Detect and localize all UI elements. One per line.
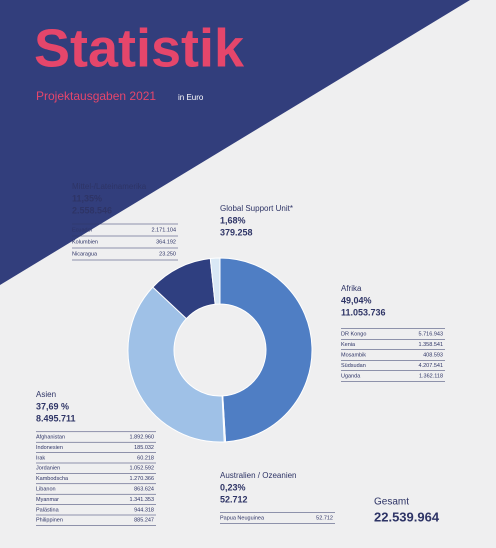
country-amount: 863.624 xyxy=(134,486,154,492)
country-amount: 885.247 xyxy=(134,518,154,524)
region-amount: 8.495.711 xyxy=(36,413,76,423)
country-amount: 1.892.960 xyxy=(130,434,154,440)
region-amount: 379.258 xyxy=(220,227,253,237)
country-name: Papua Neuguinea xyxy=(220,515,265,521)
region-percent: 37,69 % xyxy=(36,401,69,411)
total-value: 22.539.964 xyxy=(374,509,440,524)
country-name: Südsudan xyxy=(341,363,366,369)
country-name: Uganda xyxy=(341,373,361,379)
unit: in Euro xyxy=(178,93,204,102)
total-title: Gesamt xyxy=(374,497,409,508)
region-percent: 1,68% xyxy=(220,215,246,225)
region-name: Asien xyxy=(36,390,56,399)
header-background xyxy=(0,0,470,285)
country-amount: 1.362.118 xyxy=(419,373,443,379)
region-name: Afrika xyxy=(341,284,362,293)
region-amount: 52.712 xyxy=(220,494,248,504)
country-amount: 60.218 xyxy=(137,455,154,461)
country-name: DR Kongo xyxy=(341,331,366,337)
donut-slice xyxy=(219,257,313,443)
country-amount: 1.052.592 xyxy=(130,466,154,472)
country-name: Kenia xyxy=(341,342,356,348)
region-name: Global Support Unit* xyxy=(220,204,293,213)
country-amount: 5.716.943 xyxy=(419,331,443,337)
country-name: Indonesien xyxy=(36,445,63,451)
country-amount: 4.207.541 xyxy=(419,363,443,369)
country-amount: 23.250 xyxy=(159,251,176,257)
country-name: Palästina xyxy=(36,507,60,513)
subtitle: Projektausgaben 2021 xyxy=(36,89,156,103)
country-amount: 1.270.366 xyxy=(130,476,154,482)
country-name: Kambodscha xyxy=(36,476,69,482)
country-name: Myanmar xyxy=(36,497,59,503)
country-amount: 1.358.541 xyxy=(419,342,443,348)
donut-slice xyxy=(209,257,221,305)
region-percent: 11,35% xyxy=(72,193,102,203)
country-name: Libanon xyxy=(36,486,56,492)
country-name: Nicaragua xyxy=(72,251,98,257)
region-amount: 11.053.736 xyxy=(341,307,386,317)
region-amount: 2.558.546 xyxy=(72,205,112,215)
region-name: Australien / Ozeanien xyxy=(220,471,297,480)
country-amount: 185.032 xyxy=(134,445,154,451)
region-percent: 49,04% xyxy=(341,295,372,305)
country-amount: 2.171.104 xyxy=(152,227,176,233)
country-amount: 52.712 xyxy=(316,515,333,521)
region-percent: 0,23% xyxy=(220,482,246,492)
country-name: Kolumbien xyxy=(72,239,98,245)
country-name: Ecuador xyxy=(72,227,93,233)
country-amount: 1.341.353 xyxy=(130,497,154,503)
country-name: Afghanistan xyxy=(36,434,65,440)
country-amount: 944.318 xyxy=(134,507,154,513)
country-name: Irak xyxy=(36,455,45,461)
country-name: Mosambik xyxy=(341,352,366,358)
country-amount: 364.192 xyxy=(156,239,176,245)
country-name: Philippinen xyxy=(36,518,63,524)
title: Statistik xyxy=(34,18,245,78)
donut-slice xyxy=(127,286,225,443)
country-amount: 408.593 xyxy=(423,352,443,358)
region-name: Mittel-/Lateinamerika xyxy=(72,182,147,191)
country-name: Jordanien xyxy=(36,466,60,472)
